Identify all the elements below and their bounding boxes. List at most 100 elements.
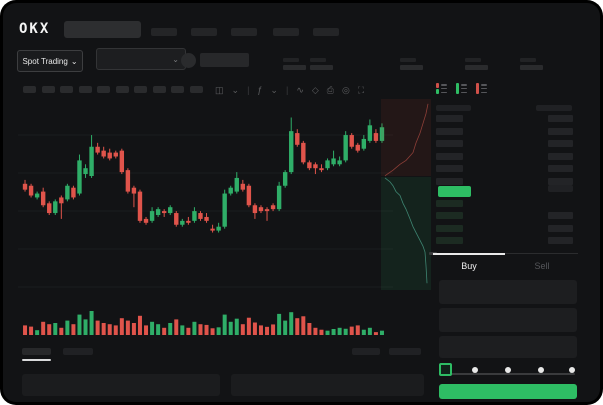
tab-sell[interactable]: Sell: [534, 261, 550, 271]
bid-amount-cell[interactable]: [548, 237, 573, 245]
stat-value-placeholder: [520, 65, 543, 70]
timeframe-button[interactable]: [152, 86, 166, 93]
nav-item[interactable]: [231, 28, 257, 36]
chevron-down-icon[interactable]: ⌄: [270, 84, 278, 95]
asks-only-view-icon[interactable]: [476, 83, 487, 94]
nav-item[interactable]: [313, 28, 339, 36]
side-tabs: Buy Sell: [433, 253, 578, 277]
timeframe-button[interactable]: [97, 86, 110, 93]
both-sides-view-icon[interactable]: [436, 83, 447, 94]
slider-stop-50[interactable]: [505, 367, 511, 373]
nav-item[interactable]: [273, 28, 299, 36]
slider-stop-100[interactable]: [569, 367, 575, 373]
bid-price-cell[interactable]: [436, 224, 463, 232]
volume-bars: [23, 311, 384, 335]
orderbook-col-header: [536, 105, 572, 111]
timeframe-button[interactable]: [60, 86, 73, 93]
last-price-badge[interactable]: [438, 186, 471, 197]
total-input[interactable]: [439, 336, 577, 358]
bids-only-view-icon[interactable]: [456, 83, 467, 94]
stat-label-placeholder: [520, 58, 536, 62]
orderbook-cell: [548, 185, 573, 192]
amount-input[interactable]: [439, 308, 577, 332]
bottom-tab-underline: [22, 359, 51, 361]
ask-price-cell[interactable]: [436, 127, 463, 135]
ask-price-cell[interactable]: [436, 115, 463, 122]
chevron-down-icon[interactable]: ⌄: [231, 84, 240, 95]
ask-amount-cell[interactable]: [548, 177, 573, 185]
timeframe-bar: [3, 81, 600, 99]
orderbook-col-header: [436, 105, 471, 111]
stat-value-placeholder: [400, 65, 423, 70]
market-type-label: Spot Trading: [22, 56, 68, 66]
coin-avatar: [181, 53, 196, 68]
chevron-down-icon: ⌄: [70, 56, 78, 66]
bid-price-cell[interactable]: [436, 237, 463, 245]
slider-stop-75[interactable]: [538, 367, 544, 373]
buy-button[interactable]: [439, 384, 577, 399]
bid-price-cell[interactable]: [436, 212, 463, 220]
timeframe-button[interactable]: [171, 86, 184, 93]
tab-buy[interactable]: Buy: [461, 261, 477, 271]
stat-pair: [283, 58, 307, 72]
bid-amount-cell[interactable]: [548, 212, 573, 220]
timeframe-button[interactable]: [189, 86, 203, 93]
bid-price-cell[interactable]: [436, 200, 463, 207]
top-nav: [3, 3, 600, 47]
nav-item[interactable]: [191, 28, 217, 36]
bottom-tab[interactable]: [63, 348, 93, 355]
depth-chart: [381, 99, 431, 290]
bottom-action-placeholder[interactable]: [352, 348, 380, 355]
slider-track[interactable]: [441, 373, 575, 375]
slider-stop-25[interactable]: [472, 367, 478, 373]
stat-value-placeholder: [283, 65, 306, 70]
candle-style-icon[interactable]: ◫: [215, 84, 224, 95]
ask-price-cell[interactable]: [436, 177, 463, 185]
chart-tool-icons: ◫ ⌄ | ƒ ⌄ | ∿ ◇ ⎙ ◎ ⛶: [215, 83, 364, 97]
stat-label-placeholder: [283, 58, 299, 62]
tabs-divider: [433, 253, 578, 254]
ask-price-cell[interactable]: [436, 165, 463, 172]
ask-amount-cell[interactable]: [548, 165, 573, 172]
ask-amount-cell[interactable]: [548, 115, 573, 122]
pair-selector[interactable]: ⌄: [96, 48, 186, 70]
slider-handle[interactable]: [439, 363, 452, 376]
timeframe-button[interactable]: [134, 86, 147, 93]
timeframe-button[interactable]: [78, 86, 92, 93]
bottom-panel-right: [231, 374, 424, 396]
order-book-view-toggles: [436, 83, 487, 94]
stat-pair: [520, 58, 544, 72]
timeframe-button[interactable]: [23, 86, 36, 93]
settings-icon[interactable]: ◎: [341, 84, 350, 95]
bottom-action-placeholder[interactable]: [389, 348, 421, 355]
bottom-panel-left: [22, 374, 220, 396]
candlestick-chart[interactable]: [18, 98, 393, 298]
draw-tool-icon[interactable]: ◇: [311, 84, 319, 95]
ticker-stats: [3, 47, 600, 77]
amount-slider[interactable]: [439, 363, 575, 379]
price-input[interactable]: [439, 280, 577, 304]
timeframe-button[interactable]: [41, 86, 55, 93]
indicators-icon[interactable]: ƒ: [257, 85, 263, 95]
last-price-placeholder: [200, 53, 249, 67]
fullscreen-icon[interactable]: ⛶: [357, 84, 365, 95]
bottom-tab-active[interactable]: [22, 348, 51, 355]
bid-amount-cell[interactable]: [548, 224, 573, 232]
nav-item[interactable]: [151, 28, 177, 36]
ask-price-cell[interactable]: [436, 152, 463, 160]
line-tool-icon[interactable]: ∿: [296, 84, 304, 95]
stat-value-placeholder: [310, 65, 333, 70]
ask-price-cell[interactable]: [436, 140, 463, 147]
stat-value-placeholder: [465, 65, 488, 70]
okx-trading-app: OKX Spot Trading ⌄ ⌄ ◫ ⌄ | ƒ ⌄ | ∿ ◇ ⎙ ◎ ⛶: [3, 3, 600, 402]
search-input[interactable]: [64, 21, 141, 38]
divider: |: [285, 85, 289, 95]
timeframe-button[interactable]: [115, 86, 129, 93]
market-type-selector[interactable]: Spot Trading ⌄: [17, 50, 83, 72]
chevron-down-icon: ⌄: [172, 54, 179, 64]
ask-amount-cell[interactable]: [548, 140, 573, 147]
ask-amount-cell[interactable]: [548, 127, 573, 135]
camera-icon[interactable]: ⎙: [326, 84, 334, 95]
ask-amount-cell[interactable]: [548, 152, 573, 160]
